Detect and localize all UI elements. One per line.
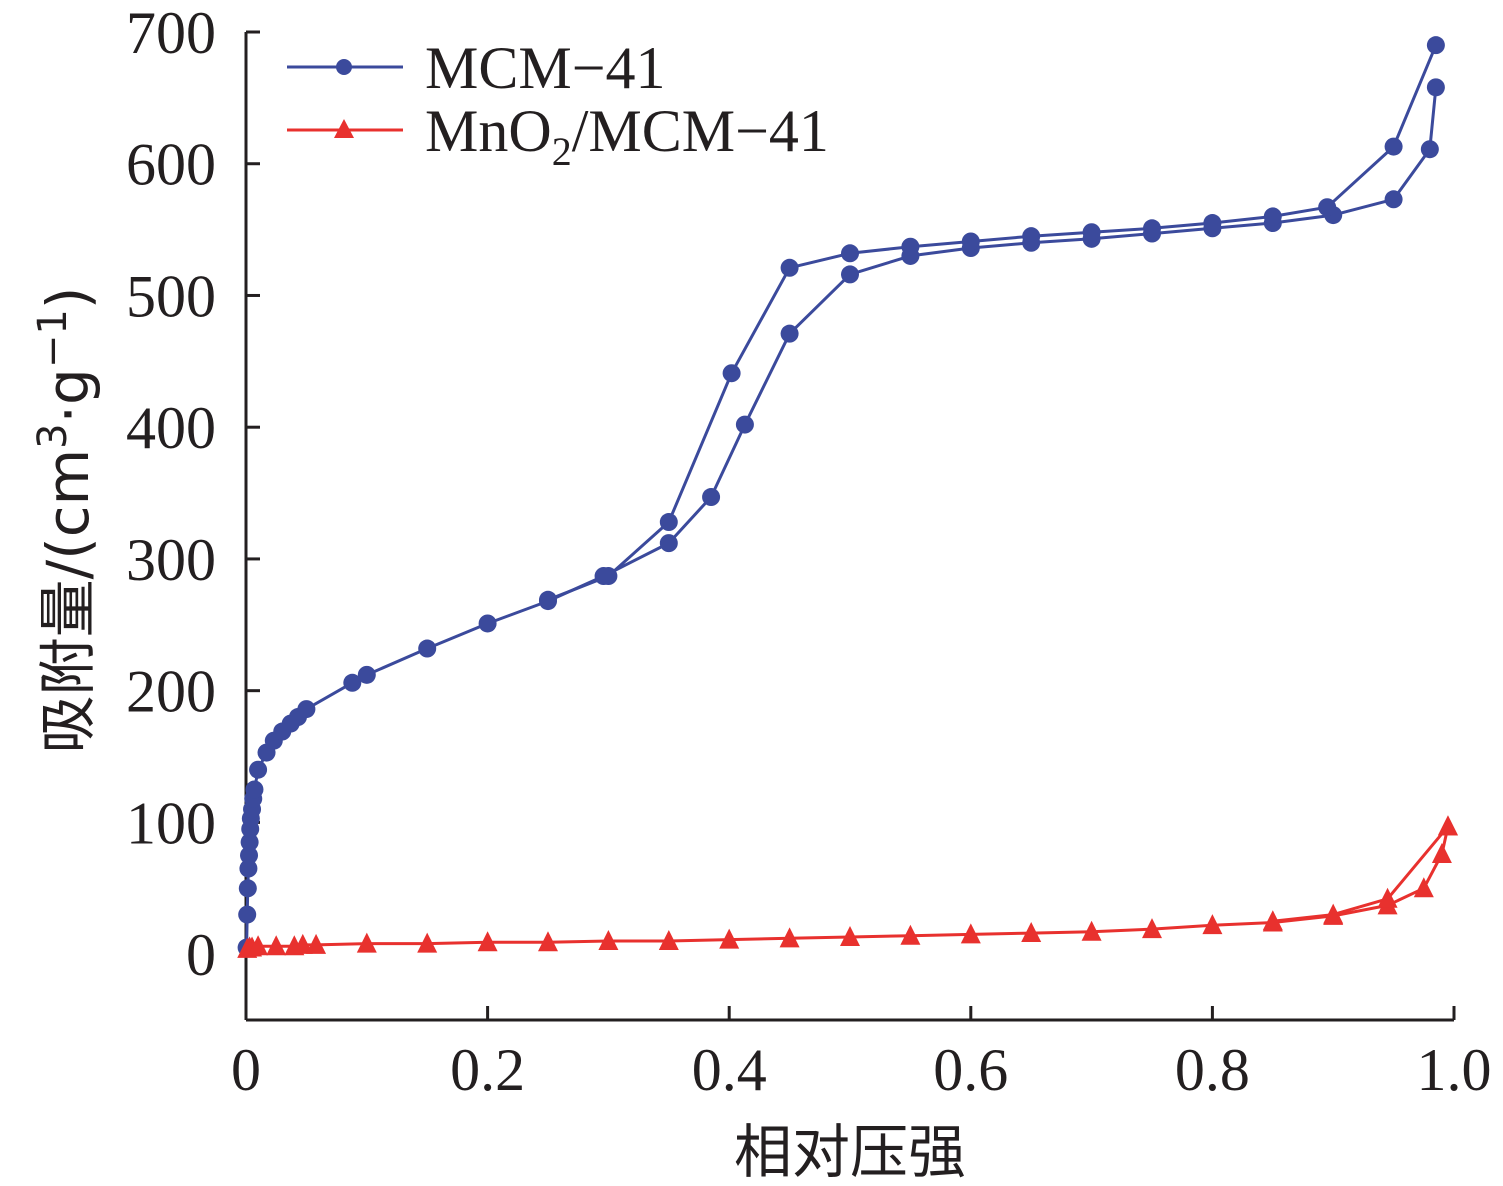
y-tick-label: 0	[186, 922, 216, 988]
data-point	[961, 232, 980, 251]
x-axis-ticks: 0 0.2 0.4 0.6 0.8 1.0	[231, 1006, 1492, 1103]
x-tick-label: 0.8	[1175, 1037, 1250, 1103]
data-point	[1203, 214, 1222, 233]
data-point	[659, 534, 678, 553]
data-point	[1318, 198, 1337, 217]
legend-marker-mno2-mcm41	[334, 119, 354, 138]
data-point	[960, 923, 981, 944]
x-tick-label: 0.4	[692, 1037, 767, 1103]
data-point	[538, 931, 558, 952]
series-layer	[237, 36, 1458, 958]
y-tick-label: 300	[126, 527, 216, 593]
y-tick-label: 500	[126, 263, 216, 329]
data-point	[238, 879, 257, 898]
data-point	[1143, 219, 1161, 238]
data-point	[841, 265, 859, 284]
data-point	[780, 324, 799, 343]
data-point	[297, 700, 316, 719]
legend-marker-mcm41	[336, 59, 352, 75]
data-point	[306, 933, 327, 954]
data-point	[1377, 887, 1398, 908]
data-point	[1142, 918, 1162, 939]
y-axis-title: 吸附量/(cm3·g−1)	[30, 287, 102, 754]
data-point	[1426, 78, 1445, 97]
data-point	[356, 932, 377, 953]
data-point	[841, 244, 859, 263]
legend: MCM−41 MnO2/MCM−41	[287, 35, 829, 174]
data-point	[1413, 877, 1434, 898]
data-point	[343, 673, 362, 692]
data-point	[478, 614, 497, 633]
y-tick-label: 700	[126, 0, 216, 66]
series-line-adsorption	[245, 87, 1438, 948]
data-point	[1384, 137, 1403, 156]
data-point	[1022, 227, 1041, 246]
data-point	[840, 926, 860, 947]
series-mcm41	[237, 36, 1445, 957]
data-point	[702, 488, 721, 507]
data-point	[659, 513, 678, 532]
legend-label-mcm41: MCM−41	[425, 35, 666, 101]
x-tick-label: 0.2	[450, 1037, 525, 1103]
data-point	[1426, 36, 1445, 55]
x-tick-label: 1.0	[1417, 1037, 1492, 1103]
data-point	[292, 933, 313, 954]
data-point	[249, 760, 268, 779]
legend-label-mno2-mcm41: MnO2/MCM−41	[425, 98, 829, 174]
data-point	[248, 935, 269, 956]
y-tick-label: 100	[126, 790, 216, 856]
x-tick-label: 0	[231, 1037, 261, 1103]
data-point	[1437, 815, 1458, 836]
data-point	[1081, 920, 1102, 941]
x-axis-title: 相对压强	[734, 1118, 966, 1186]
data-point	[1082, 223, 1101, 242]
data-point	[901, 237, 920, 256]
data-point	[240, 833, 259, 852]
data-point	[780, 258, 799, 277]
y-axis-ticks: 0 100 200 300 400 500 600 700	[126, 0, 260, 988]
series-mno2-mcm41	[237, 815, 1458, 958]
data-point	[719, 928, 740, 949]
data-point	[477, 931, 498, 952]
data-point	[357, 665, 376, 684]
data-point	[598, 929, 619, 950]
data-point	[245, 780, 264, 799]
data-point	[239, 859, 258, 878]
data-point	[1021, 922, 1042, 943]
data-point	[1323, 903, 1344, 924]
data-point	[722, 364, 741, 383]
data-point	[599, 567, 618, 586]
data-point	[1263, 207, 1282, 226]
data-point	[418, 639, 437, 658]
data-point	[900, 924, 921, 945]
data-point	[1202, 914, 1223, 935]
data-point	[658, 929, 679, 950]
legend-item-mcm41: MCM−41	[287, 35, 666, 101]
data-point	[240, 846, 259, 865]
series-line-desorption	[1272, 825, 1450, 923]
data-point	[779, 927, 800, 948]
data-point	[1431, 843, 1452, 864]
data-point	[539, 590, 557, 609]
data-point	[1420, 140, 1439, 159]
y-tick-label: 600	[126, 132, 216, 198]
legend-item-mno2-mcm41: MnO2/MCM−41	[287, 98, 829, 174]
data-point	[417, 932, 438, 953]
y-tick-label: 400	[126, 395, 216, 461]
y-tick-label: 200	[126, 659, 216, 725]
data-point	[266, 935, 287, 956]
data-point	[1384, 190, 1403, 209]
data-point	[1262, 910, 1283, 931]
series-line-desorption	[547, 44, 1438, 602]
data-point	[735, 415, 754, 434]
data-point	[238, 905, 257, 924]
x-tick-label: 0.6	[933, 1037, 1008, 1103]
